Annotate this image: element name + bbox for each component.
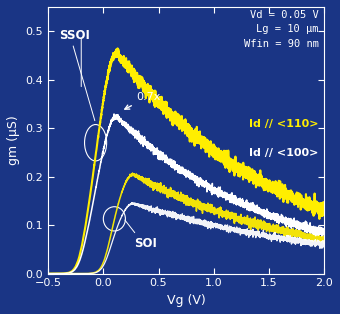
Text: Id // <100>: Id // <100> [249, 148, 319, 158]
Text: SSOI: SSOI [59, 29, 90, 42]
Text: Id // <110>: Id // <110> [249, 119, 319, 129]
Text: Vd = 0.05 V
Lg = 10 μm
Wfin = 90 nm: Vd = 0.05 V Lg = 10 μm Wfin = 90 nm [244, 10, 319, 49]
Text: 0.7x: 0.7x [125, 92, 161, 109]
Y-axis label: gm (μS): gm (μS) [7, 116, 20, 165]
Text: SOI: SOI [134, 237, 157, 250]
X-axis label: Vg (V): Vg (V) [167, 294, 205, 307]
